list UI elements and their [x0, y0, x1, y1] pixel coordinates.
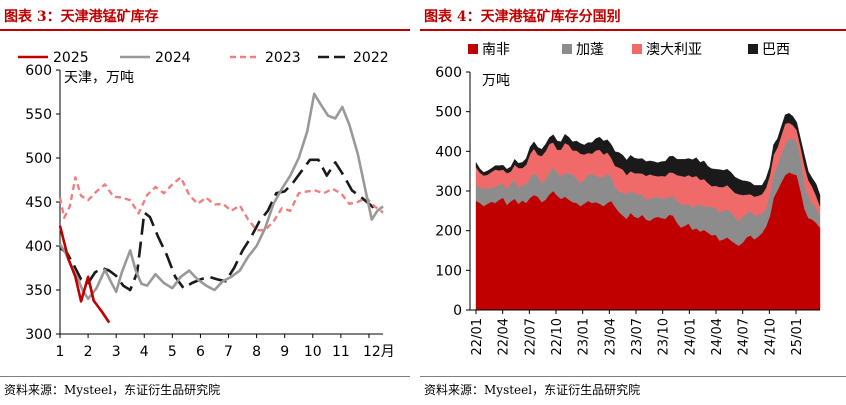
y-tick-label: 600 — [25, 63, 52, 79]
y-unit-label: 万吨 — [482, 73, 510, 89]
x-tick-label: 24/07 — [737, 318, 752, 355]
x-tick-label: 6 — [196, 344, 205, 360]
legend-swatch-巴西 — [748, 44, 758, 54]
x-tick-label: 23/01 — [577, 318, 592, 355]
source-rule — [420, 376, 846, 377]
legend-label-加蓬: 加蓬 — [576, 42, 604, 58]
y-unit-label: 天津，万吨 — [64, 70, 134, 86]
y-tick-label: 500 — [25, 151, 52, 167]
x-tick-label: 7 — [224, 344, 233, 360]
legend-label-巴西: 巴西 — [762, 42, 790, 58]
x-tick-label: 11 — [332, 344, 350, 360]
x-tick-label: 23/04 — [603, 318, 618, 355]
legend-swatch-南非 — [468, 44, 478, 54]
source-rule — [0, 376, 410, 377]
x-tick-label: 12月 — [363, 344, 395, 360]
y-tick-label: 450 — [25, 195, 52, 211]
left-panel: 图表 3：天津港锰矿库存 300 350 400 450 500 550 600 1 2 3 4 5 6… — [0, 0, 410, 405]
y-tick-label: 200 — [435, 224, 462, 240]
right-panel: 图表 4：天津港锰矿库存分国别 0 100 200 300 400 500 600 万吨 22/… — [420, 0, 846, 405]
y-tick-label: 300 — [435, 184, 462, 200]
x-tick-label: 8 — [252, 344, 261, 360]
x-tick-label: 24/01 — [683, 318, 698, 355]
legend-label-南非: 南非 — [482, 42, 510, 58]
legend-label-2022: 2022 — [353, 50, 389, 66]
title-rule — [0, 29, 410, 31]
stacked-area-chart: 0 100 200 300 400 500 600 万吨 22/01 22/04 22/07 22/1… — [435, 42, 821, 355]
legend-swatch-加蓬 — [562, 44, 572, 54]
legend-label-2023: 2023 — [265, 50, 301, 66]
area-巴西 — [475, 113, 821, 207]
x-tick-label: 22/10 — [550, 318, 565, 355]
chart-title: 图表 4：天津港锰矿库存分国别 — [424, 9, 621, 25]
x-tick-label: 25/01 — [790, 318, 805, 355]
x-tick-label: 24/04 — [710, 318, 725, 355]
legend-swatch-澳大利亚 — [632, 44, 642, 54]
y-tick-label: 300 — [25, 327, 52, 343]
legend-label-澳大利亚: 澳大利亚 — [646, 42, 702, 58]
x-tick-label: 2 — [84, 344, 93, 360]
x-tick-label: 4 — [140, 344, 149, 360]
x-tick-label: 5 — [168, 344, 177, 360]
source-note: 资料来源：Mysteel，东证衍生品研究院 — [424, 383, 641, 397]
x-tick-label: 22/04 — [497, 318, 512, 355]
title-rule — [420, 29, 846, 31]
y-tick-label: 100 — [435, 263, 462, 279]
x-tick-label: 10 — [304, 344, 322, 360]
x-tick-label: 1 — [56, 344, 65, 360]
series-line-2025 — [58, 225, 111, 324]
line-chart: 300 350 400 450 500 550 600 1 2 3 4 5 6 7 8 9 10 11 12月 天津，… — [18, 50, 395, 360]
y-tick-label: 400 — [25, 239, 52, 255]
y-tick-label: 500 — [435, 105, 462, 121]
x-tick-label: 24/10 — [763, 318, 778, 355]
chart-title: 图表 3：天津港锰矿库存 — [4, 9, 159, 25]
series-line-2022 — [59, 158, 379, 292]
series-line-2024 — [58, 92, 384, 301]
legend-label-2024: 2024 — [155, 50, 191, 66]
x-tick-label: 3 — [112, 344, 121, 360]
x-tick-label: 22/07 — [523, 318, 538, 355]
y-tick-label: 0 — [453, 303, 462, 319]
series-line-2023 — [58, 176, 384, 232]
source-note: 资料来源：Mysteel，东证衍生品研究院 — [4, 383, 221, 397]
y-tick-label: 350 — [25, 283, 52, 299]
x-tick-label: 9 — [280, 344, 289, 360]
y-tick-label: 400 — [435, 144, 462, 160]
x-tick-label: 22/01 — [470, 318, 485, 355]
y-tick-label: 550 — [25, 107, 52, 123]
x-tick-label: 23/07 — [630, 318, 645, 355]
legend-label-2025: 2025 — [53, 50, 89, 66]
x-tick-label: 23/10 — [657, 318, 672, 355]
y-tick-label: 600 — [435, 65, 462, 81]
